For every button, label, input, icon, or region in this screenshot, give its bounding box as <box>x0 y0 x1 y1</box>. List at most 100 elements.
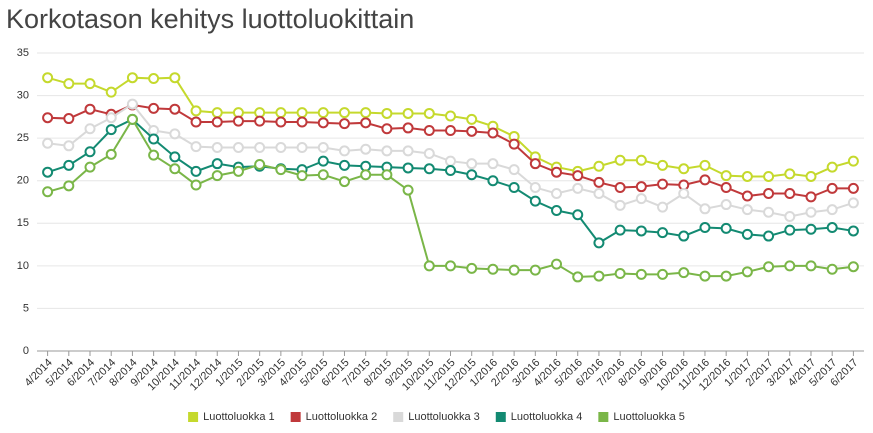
point <box>784 187 796 199</box>
y-tick-label: 10 <box>17 260 29 272</box>
series-line <box>47 117 854 278</box>
point <box>847 182 859 194</box>
point <box>720 270 732 282</box>
point <box>63 140 75 152</box>
point <box>487 127 499 139</box>
point <box>211 107 223 119</box>
point <box>678 163 690 175</box>
point <box>381 169 393 181</box>
point <box>466 125 478 137</box>
point <box>317 169 329 181</box>
point <box>211 170 223 182</box>
point <box>254 115 266 127</box>
legend-label: Luottoluokka 1 <box>203 411 275 423</box>
point <box>211 142 223 154</box>
point <box>42 137 54 149</box>
point <box>423 147 435 159</box>
point <box>551 187 563 199</box>
point <box>445 164 456 176</box>
point <box>805 223 817 235</box>
point <box>126 113 138 125</box>
point <box>338 176 350 188</box>
point <box>572 182 584 194</box>
point <box>529 264 541 276</box>
point <box>826 222 838 234</box>
point <box>635 181 647 193</box>
point <box>635 225 647 237</box>
point <box>381 145 393 157</box>
point <box>317 142 329 154</box>
point <box>296 170 308 182</box>
point <box>614 224 626 236</box>
point <box>190 165 202 177</box>
point <box>423 163 435 175</box>
point <box>402 107 414 119</box>
point <box>847 197 859 209</box>
point <box>275 116 287 128</box>
point <box>190 116 202 128</box>
legend-label: Luottoluokka 3 <box>408 411 480 423</box>
point <box>784 260 796 272</box>
point <box>445 110 456 122</box>
point <box>593 187 605 199</box>
point <box>296 116 308 128</box>
point <box>445 155 456 167</box>
legend-label: Luottoluokka 2 <box>306 411 378 423</box>
point <box>169 103 181 115</box>
point <box>847 155 859 167</box>
point <box>551 166 563 178</box>
point <box>317 107 329 119</box>
point <box>423 107 435 119</box>
point <box>254 159 266 171</box>
point <box>572 209 584 221</box>
point <box>169 128 181 140</box>
point <box>423 260 435 272</box>
point <box>741 170 753 182</box>
point <box>42 186 54 198</box>
point <box>699 270 711 282</box>
point <box>338 145 350 157</box>
point <box>402 145 414 157</box>
point <box>678 187 690 199</box>
point <box>296 107 308 119</box>
point <box>126 98 138 110</box>
point <box>254 142 266 154</box>
point <box>466 158 478 170</box>
point <box>593 270 605 282</box>
point <box>105 148 117 160</box>
point <box>657 268 669 280</box>
y-tick-label: 20 <box>17 175 29 187</box>
point <box>211 116 223 128</box>
point <box>42 166 54 178</box>
point <box>763 261 775 273</box>
point <box>614 268 626 280</box>
point <box>84 103 96 115</box>
y-tick-label: 15 <box>17 217 29 229</box>
legend: Luottoluokka 1 Luottoluokka 2 Luottoluokka… <box>188 411 685 423</box>
point <box>720 182 732 194</box>
point <box>826 182 838 194</box>
point <box>232 115 244 127</box>
point <box>63 180 75 192</box>
point <box>635 154 647 166</box>
point <box>572 271 584 283</box>
point <box>190 179 202 191</box>
legend-label: Luottoluokka 4 <box>511 411 583 423</box>
point <box>508 264 520 276</box>
y-tick-label: 25 <box>17 132 29 144</box>
point <box>657 178 669 190</box>
point <box>148 73 160 85</box>
point <box>847 261 859 273</box>
y-tick-label: 30 <box>17 89 29 101</box>
point <box>741 190 753 202</box>
point <box>169 163 181 175</box>
point <box>63 159 75 171</box>
point <box>699 203 711 215</box>
point <box>169 151 181 163</box>
point <box>763 187 775 199</box>
point <box>593 176 605 188</box>
point <box>445 124 456 136</box>
point <box>847 225 859 237</box>
point <box>190 141 202 153</box>
